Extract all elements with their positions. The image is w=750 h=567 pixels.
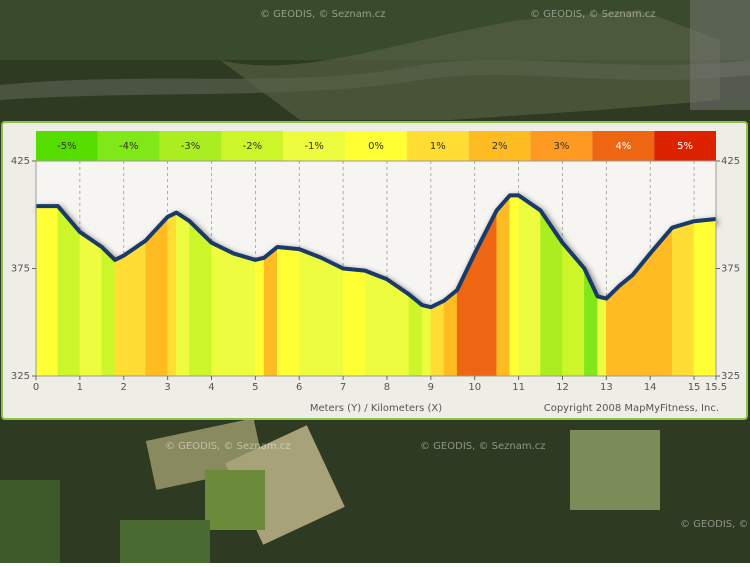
x-tick-label: 7 bbox=[340, 382, 346, 393]
grade-segment bbox=[79, 231, 103, 377]
grade-segment bbox=[114, 255, 124, 377]
legend-swatch bbox=[406, 131, 469, 161]
legend-label: -1% bbox=[304, 141, 323, 152]
grade-segment bbox=[430, 300, 445, 377]
x-tick-label: 2 bbox=[121, 382, 127, 393]
watermark: © GEODIS, © Seznam.cz bbox=[680, 519, 750, 530]
x-tick-label: 4 bbox=[208, 382, 214, 393]
grade-segment bbox=[176, 212, 190, 377]
grade-segment bbox=[518, 194, 541, 377]
x-tick-label: 12 bbox=[556, 382, 569, 393]
elevation-line bbox=[36, 193, 717, 310]
grade-segment bbox=[342, 268, 366, 377]
legend-label: -3% bbox=[181, 141, 200, 152]
x-tick-label: 15.5 bbox=[705, 382, 727, 393]
grade-segment bbox=[619, 274, 633, 377]
grade-segment bbox=[263, 246, 278, 377]
grade-segment bbox=[123, 240, 146, 377]
watermark: © GEODIS, © Seznam.cz bbox=[420, 441, 546, 452]
legend-label: 1% bbox=[430, 141, 446, 152]
grade-segment bbox=[408, 293, 423, 377]
y2-tick-label: 325 bbox=[721, 371, 740, 382]
grade-segment bbox=[233, 253, 256, 377]
legend-swatch bbox=[221, 131, 284, 161]
x-tick-label: 1 bbox=[77, 382, 83, 393]
x-axis-label: Meters (Y) / Kilometers (X) bbox=[310, 403, 442, 414]
legend-label: 5% bbox=[677, 141, 693, 152]
y-tick-label: 375 bbox=[11, 264, 30, 275]
legend-swatch bbox=[345, 131, 407, 161]
legend-swatch bbox=[530, 131, 593, 161]
legend-swatch bbox=[654, 131, 716, 161]
x-tick-label: 13 bbox=[600, 382, 613, 393]
grade-segment bbox=[364, 270, 388, 377]
watermark: © GEODIS, © Seznam.cz bbox=[165, 441, 291, 452]
y2-tick-label: 425 bbox=[721, 156, 740, 167]
x-tick-label: 9 bbox=[428, 382, 434, 393]
legend-swatch bbox=[36, 131, 98, 161]
grade-segment bbox=[421, 304, 432, 377]
watermarks: © GEODIS, © Seznam.cz © GEODIS, © Seznam… bbox=[165, 9, 750, 530]
x-tick-label: 11 bbox=[512, 382, 525, 393]
grade-segment bbox=[277, 246, 300, 377]
legend-label: -4% bbox=[119, 141, 138, 152]
grade-segment bbox=[35, 205, 59, 377]
legend-swatch bbox=[283, 131, 346, 161]
legend-label: 0% bbox=[368, 141, 384, 152]
x-tick-label: 3 bbox=[164, 382, 170, 393]
legend-label: -5% bbox=[57, 141, 76, 152]
copyright: Copyright 2008 MapMyFitness, Inc. bbox=[544, 403, 719, 414]
x-tick-label: 6 bbox=[296, 382, 302, 393]
legend-label: 4% bbox=[615, 141, 631, 152]
grade-segment bbox=[57, 205, 81, 377]
grade-segment bbox=[145, 216, 168, 377]
grade-segment bbox=[101, 246, 116, 377]
legend-swatch bbox=[159, 131, 222, 161]
y-tick-label: 425 bbox=[11, 156, 30, 167]
grade-segment bbox=[189, 220, 212, 377]
x-tick-label: 0 bbox=[33, 382, 39, 393]
grade-segment bbox=[597, 296, 607, 377]
grade-segment bbox=[443, 289, 458, 377]
grade-segment bbox=[211, 242, 234, 377]
grade-segment bbox=[509, 195, 519, 377]
grade-segment bbox=[320, 257, 344, 377]
grade-segment bbox=[255, 257, 265, 377]
x-tick-label: 15 bbox=[688, 382, 701, 393]
grade-segment bbox=[298, 248, 322, 377]
grade-segment bbox=[496, 194, 511, 377]
grade-segment bbox=[167, 212, 177, 377]
legend-swatch bbox=[592, 131, 655, 161]
x-tick-label: 10 bbox=[468, 382, 481, 393]
grade-segment bbox=[693, 218, 717, 377]
legend-label: -2% bbox=[243, 141, 262, 152]
legend-label: 3% bbox=[554, 141, 570, 152]
y-tick-label: 325 bbox=[11, 371, 30, 382]
grade-segment bbox=[671, 220, 695, 377]
x-tick-label: 5 bbox=[252, 382, 258, 393]
x-tick-label: 14 bbox=[644, 382, 657, 393]
x-tick-label: 8 bbox=[384, 382, 390, 393]
legend-label: 2% bbox=[492, 141, 508, 152]
watermark: © GEODIS, © Seznam.cz bbox=[530, 9, 656, 20]
legend-swatch bbox=[97, 131, 160, 161]
y2-tick-label: 375 bbox=[721, 264, 740, 275]
watermark: © GEODIS, © Seznam.cz bbox=[260, 9, 386, 20]
legend-swatch bbox=[468, 131, 531, 161]
